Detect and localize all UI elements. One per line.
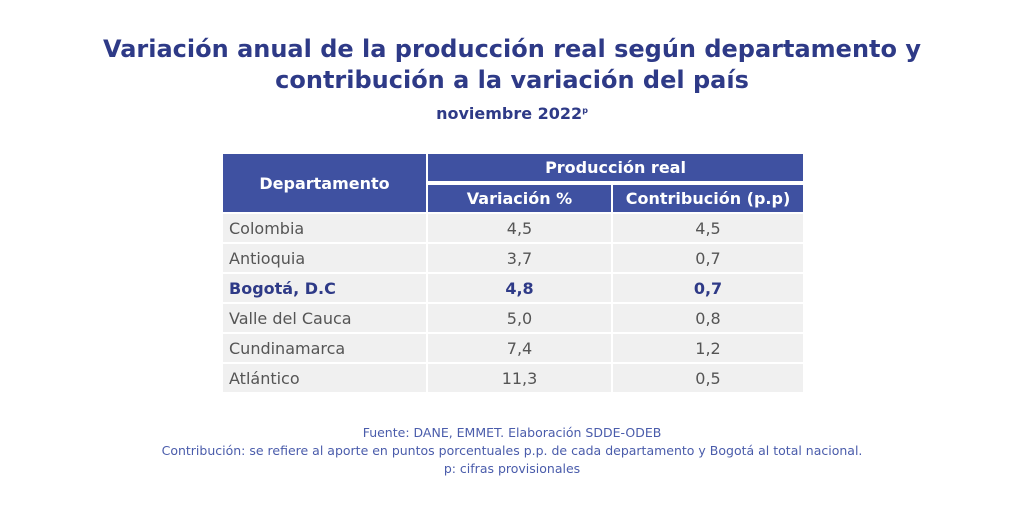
header-contribucion: Contribución (p.p) xyxy=(613,185,804,212)
row-contribution: 0,5 xyxy=(613,364,804,392)
row-contribution: 4,5 xyxy=(613,214,804,242)
row-contribution: 0,8 xyxy=(613,304,804,332)
row-contribution: 1,2 xyxy=(613,334,804,362)
row-variation: 11,3 xyxy=(428,364,613,392)
row-name: Bogotá, D.C xyxy=(223,274,428,302)
table-row: Bogotá, D.C 4,8 0,7 xyxy=(223,274,804,302)
title-line-1: Variación anual de la producción real se… xyxy=(102,35,922,63)
subtitle-superscript: p xyxy=(582,106,588,115)
row-variation: 4,5 xyxy=(428,214,613,242)
data-table: Departamento Producción real Variación %… xyxy=(223,152,804,394)
row-variation: 4,8 xyxy=(428,274,613,302)
footnotes: Fuente: DANE, EMMET. Elaboración SDDE-OD… xyxy=(0,424,1024,478)
row-name: Valle del Cauca xyxy=(223,304,428,332)
subtitle-text: noviembre 2022 xyxy=(436,104,583,123)
header-departamento: Departamento xyxy=(223,154,428,212)
provisional-note: p: cifras provisionales xyxy=(443,461,581,476)
row-name: Atlántico xyxy=(223,364,428,392)
row-variation: 7,4 xyxy=(428,334,613,362)
table-row: Atlántico 11,3 0,5 xyxy=(223,364,804,392)
table-row: Colombia 4,5 4,5 xyxy=(223,214,804,242)
row-contribution: 0,7 xyxy=(613,244,804,272)
table-row: Antioquia 3,7 0,7 xyxy=(223,244,804,272)
row-contribution: 0,7 xyxy=(613,274,804,302)
source-note: Fuente: DANE, EMMET. Elaboración SDDE-OD… xyxy=(362,425,662,440)
row-variation: 5,0 xyxy=(428,304,613,332)
title-line-2: contribución a la variación del país xyxy=(275,66,749,94)
page-title: Variación anual de la producción real se… xyxy=(0,34,1024,96)
contribution-note: Contribución: se refiere al aporte en pu… xyxy=(161,443,863,458)
table-body: Colombia 4,5 4,5 Antioquia 3,7 0,7 Bogotá, D.C… xyxy=(223,214,804,392)
row-name: Antioquia xyxy=(223,244,428,272)
header-variacion: Variación % xyxy=(428,185,613,212)
header-produccion-real: Producción real xyxy=(428,154,804,183)
subtitle: noviembre 2022p xyxy=(0,104,1024,123)
row-variation: 3,7 xyxy=(428,244,613,272)
table-row: Valle del Cauca 5,0 0,8 xyxy=(223,304,804,332)
table-row: Cundinamarca 7,4 1,2 xyxy=(223,334,804,362)
row-name: Cundinamarca xyxy=(223,334,428,362)
row-name: Colombia xyxy=(223,214,428,242)
